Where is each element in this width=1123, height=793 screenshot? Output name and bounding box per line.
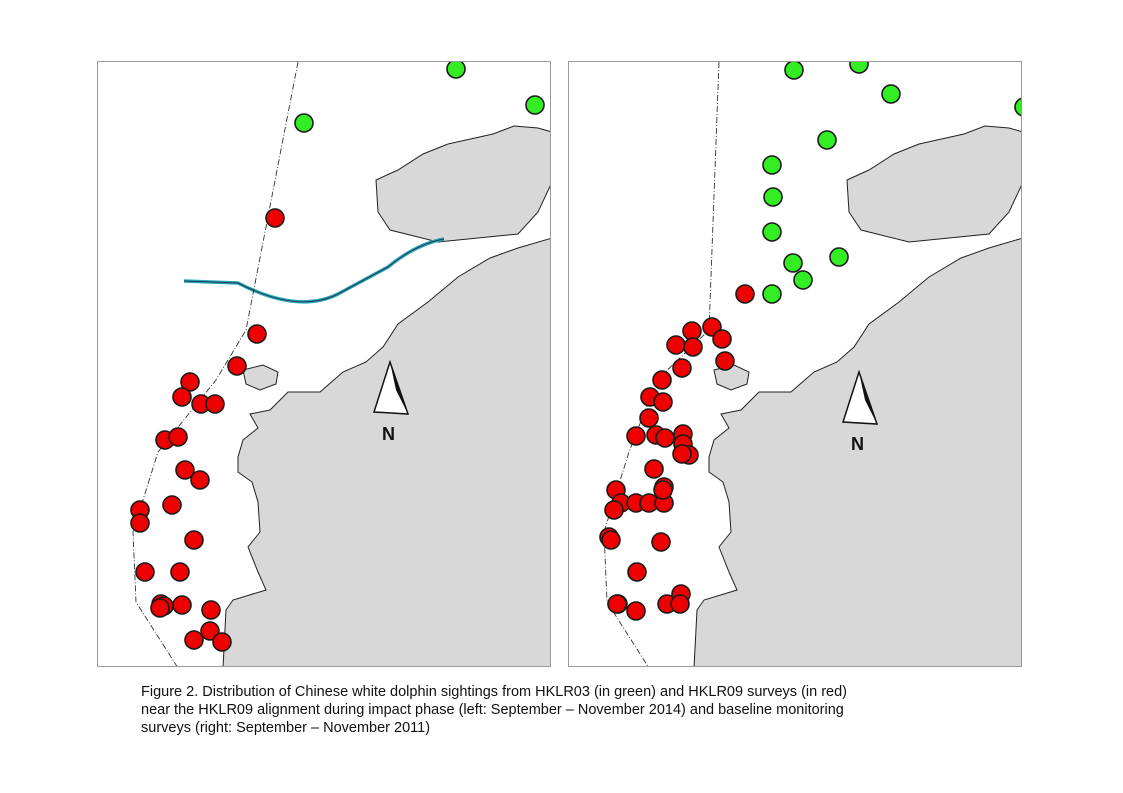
hklr09-sighting-right-8: [652, 370, 672, 390]
land-lantau: [693, 238, 1021, 666]
hklr09-sighting-left-22: [200, 621, 220, 641]
hklr03-sighting-right-4: [1014, 97, 1021, 117]
hklr09-sighting-right-30: [601, 530, 621, 550]
sightings-layer-right: [599, 62, 1021, 621]
hklr03-sighting-left-2: [525, 95, 545, 115]
caption-line-3: surveys (right: September – November 201…: [141, 720, 431, 736]
hklr03-sighting-right-1: [784, 62, 804, 80]
north-label: N: [851, 434, 864, 454]
hklr03-sighting-right-9: [783, 253, 803, 273]
hklr09-sighting-right-28: [604, 500, 624, 520]
north-arrow-icon: N: [372, 359, 410, 444]
hklr09-sighting-left-9: [168, 427, 188, 447]
islet: [713, 364, 750, 391]
hklr09-sighting-left-10: [175, 460, 195, 480]
islet: [242, 364, 279, 391]
hklr09-sighting-right-20: [644, 459, 664, 479]
hklr09-sighting-right-13: [626, 426, 646, 446]
hklr09-sighting-right-4: [666, 335, 686, 355]
hklr09-sighting-right-5: [683, 337, 703, 357]
hklr03-sighting-right-2: [849, 62, 869, 74]
hklr03-sighting-left-1: [446, 62, 466, 79]
island-north: [846, 125, 1021, 243]
hk-boundary-line: [132, 62, 299, 666]
map-canvas-left: N: [130, 62, 550, 666]
hklr03-sighting-right-12: [762, 284, 782, 304]
hklr09-sighting-right-27: [653, 480, 673, 500]
hklr09-alignment-line: [183, 237, 445, 304]
hklr03-sighting-right-10: [829, 247, 849, 267]
hklr09-sighting-left-3: [227, 356, 247, 376]
hklr09-sighting-left-17: [170, 562, 190, 582]
hklr09-sighting-left-24: [150, 598, 170, 618]
map-canvas-right: N: [599, 62, 1021, 666]
hklr09-sighting-right-32: [627, 562, 647, 582]
caption-line-1: Figure 2. Distribution of Chinese white …: [141, 684, 848, 700]
north-arrow-icon: N: [841, 369, 879, 454]
hklr09-sighting-left-21: [201, 600, 221, 620]
hklr09-sighting-left-14: [130, 513, 150, 533]
hklr03-sighting-right-8: [762, 222, 782, 242]
hklr03-sighting-left-3: [294, 113, 314, 133]
hklr09-sighting-left-12: [162, 495, 182, 515]
hk-boundary-line: [603, 62, 720, 666]
hklr09-sighting-right-6: [712, 329, 732, 349]
hklr09-sighting-right-1: [735, 284, 755, 304]
figure-caption: Figure 2. Distribution of Chinese white …: [141, 683, 941, 737]
caption-line-2: near the HKLR09 alignment during impact …: [141, 702, 844, 718]
hklr09-sighting-right-19: [672, 444, 692, 464]
map-panel-baseline: N: [568, 61, 1022, 667]
hklr09-sighting-left-5: [172, 387, 192, 407]
hklr03-sighting-right-3: [881, 84, 901, 104]
hklr09-sighting-right-16: [655, 428, 675, 448]
hklr09-sighting-right-7: [715, 351, 735, 371]
hklr03-sighting-right-5: [817, 130, 837, 150]
hklr09-sighting-left-25: [212, 632, 232, 652]
land-lantau: [222, 238, 550, 666]
hklr09-sighting-left-23: [184, 630, 204, 650]
map-panel-impact-phase: N: [97, 61, 551, 667]
hklr09-sighting-left-16: [135, 562, 155, 582]
hklr09-sighting-right-38: [607, 594, 627, 614]
hklr09-sighting-left-1: [265, 208, 285, 228]
hklr09-sighting-right-9: [672, 358, 692, 378]
hklr09-sighting-left-11: [190, 470, 210, 490]
hklr09-sighting-left-15: [184, 530, 204, 550]
hklr03-sighting-right-11: [793, 270, 813, 290]
hklr09-sighting-right-12: [639, 408, 659, 428]
hklr09-sighting-right-31: [651, 532, 671, 552]
hklr03-sighting-right-6: [762, 155, 782, 175]
island-north: [375, 125, 550, 243]
hklr09-sighting-left-20: [172, 595, 192, 615]
hklr09-sighting-right-35: [626, 601, 646, 621]
hklr09-sighting-left-4: [180, 372, 200, 392]
hklr09-sighting-right-37: [670, 594, 690, 614]
hklr03-sighting-right-7: [763, 187, 783, 207]
sightings-layer-left: [130, 62, 545, 652]
north-label: N: [382, 424, 395, 444]
hklr09-sighting-left-7: [205, 394, 225, 414]
hklr09-sighting-right-11: [653, 392, 673, 412]
hklr09-sighting-left-2: [247, 324, 267, 344]
